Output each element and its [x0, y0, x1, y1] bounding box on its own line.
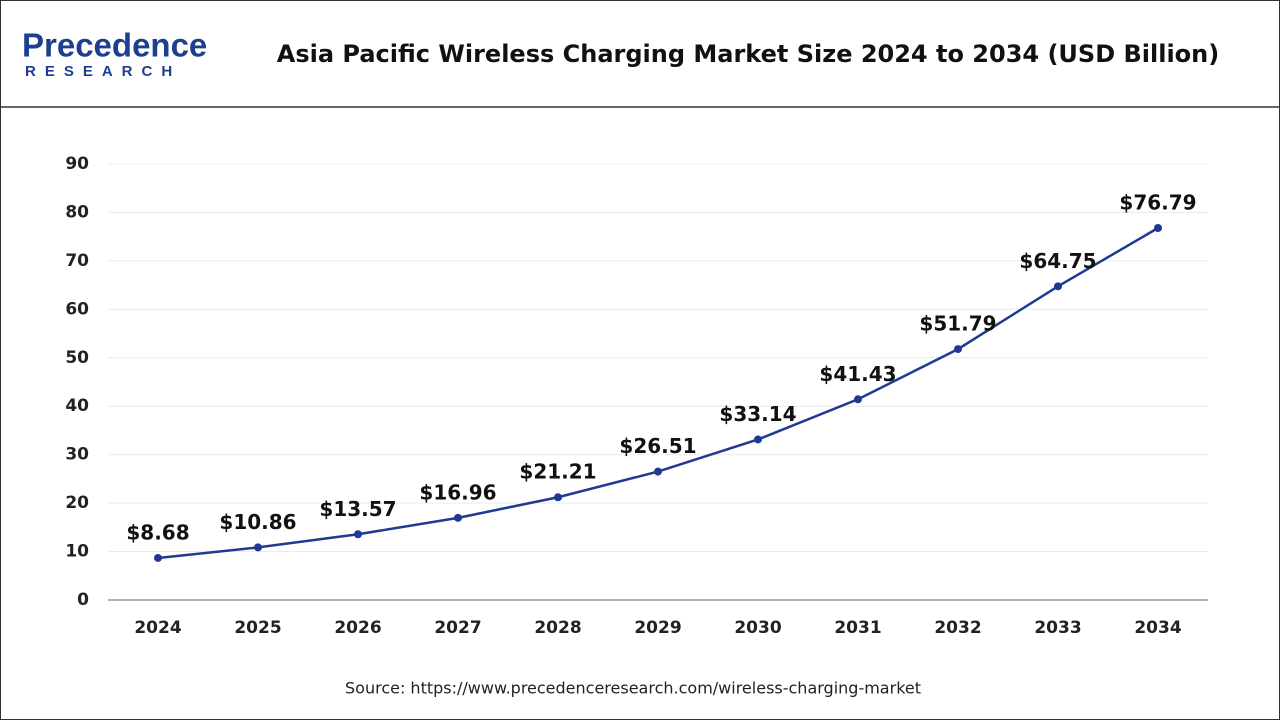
y-tick-label: 10 [65, 542, 89, 562]
data-label: $33.14 [719, 402, 796, 426]
x-tick-label: 2028 [534, 618, 581, 638]
y-tick-label: 20 [65, 493, 89, 513]
y-tick-label: 0 [77, 590, 89, 610]
x-tick-label: 2030 [734, 618, 781, 638]
data-label: $51.79 [919, 312, 996, 336]
data-label: $76.79 [1119, 190, 1196, 214]
data-point [654, 467, 662, 476]
data-label: $64.75 [1019, 249, 1096, 273]
y-tick-label: 80 [65, 202, 89, 222]
data-point [754, 435, 762, 444]
logo-tagline: RESEARCH [25, 63, 181, 80]
y-tick-label: 70 [65, 251, 89, 271]
data-label: $16.96 [419, 480, 496, 504]
y-tick-label: 60 [65, 299, 89, 319]
data-label: $13.57 [319, 497, 396, 521]
data-point [954, 345, 962, 354]
y-tick-label: 30 [65, 445, 89, 465]
x-tick-label: 2029 [634, 618, 681, 638]
x-tick-label: 2026 [334, 618, 381, 638]
x-tick-label: 2033 [1034, 618, 1081, 638]
data-point [454, 513, 462, 522]
data-point [354, 530, 362, 539]
logo-name: Precedence [22, 27, 207, 64]
x-tick-label: 2025 [234, 618, 281, 638]
data-point [1054, 282, 1062, 291]
data-label: $21.21 [519, 460, 596, 484]
data-label: $10.86 [219, 510, 296, 534]
chart-title: Asia Pacific Wireless Charging Market Si… [277, 40, 1219, 68]
y-tick-label: 50 [65, 348, 89, 368]
x-tick-label: 2024 [134, 618, 181, 638]
data-point [854, 395, 862, 404]
source: Source: https://www.precedenceresearch.c… [345, 679, 921, 698]
y-tick-label: 90 [65, 154, 89, 174]
data-point [254, 543, 262, 552]
x-tick-label: 2034 [1134, 618, 1181, 638]
data-point [154, 553, 162, 562]
data-label: $26.51 [619, 434, 696, 458]
y-tick-label: 40 [65, 396, 89, 416]
x-tick-label: 2027 [434, 618, 481, 638]
data-point [554, 493, 562, 502]
x-tick-label: 2032 [934, 618, 981, 638]
data-label: $8.68 [126, 520, 189, 544]
data-label: $41.43 [819, 362, 896, 386]
x-tick-label: 2031 [834, 618, 881, 638]
data-point [1154, 223, 1162, 232]
